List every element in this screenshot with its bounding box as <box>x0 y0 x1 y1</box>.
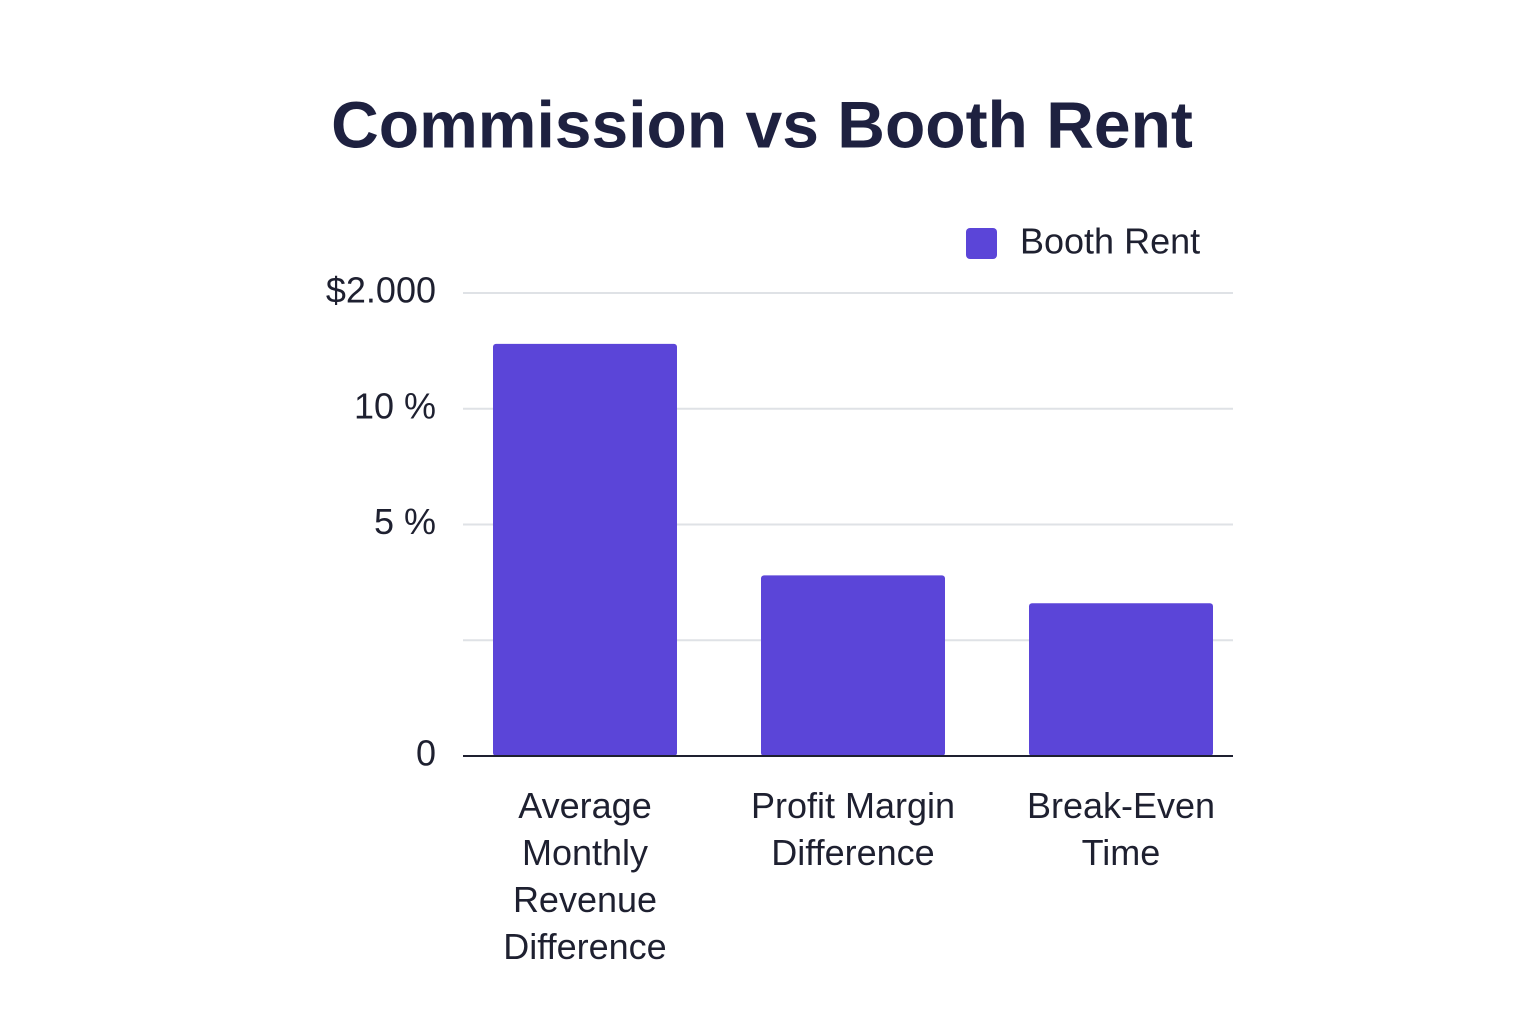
x-tick-label: Break-Even Time <box>1027 785 1215 873</box>
y-tick-label: 0 <box>416 733 436 774</box>
y-tick-label: 5 % <box>374 501 436 542</box>
x-tick-label: Profit Margin Difference <box>751 785 955 873</box>
legend-swatch <box>966 228 997 259</box>
bar <box>1029 603 1213 756</box>
x-tick-label: Average Monthly Revenue Difference <box>503 785 666 967</box>
bar <box>761 575 945 756</box>
y-tick-label: 10 % <box>354 385 436 426</box>
y-tick-label: $2.000 <box>326 270 436 311</box>
legend-label: Booth Rent <box>1020 221 1200 262</box>
chart-title: Commission vs Booth Rent <box>331 87 1193 161</box>
bar <box>493 343 677 756</box>
